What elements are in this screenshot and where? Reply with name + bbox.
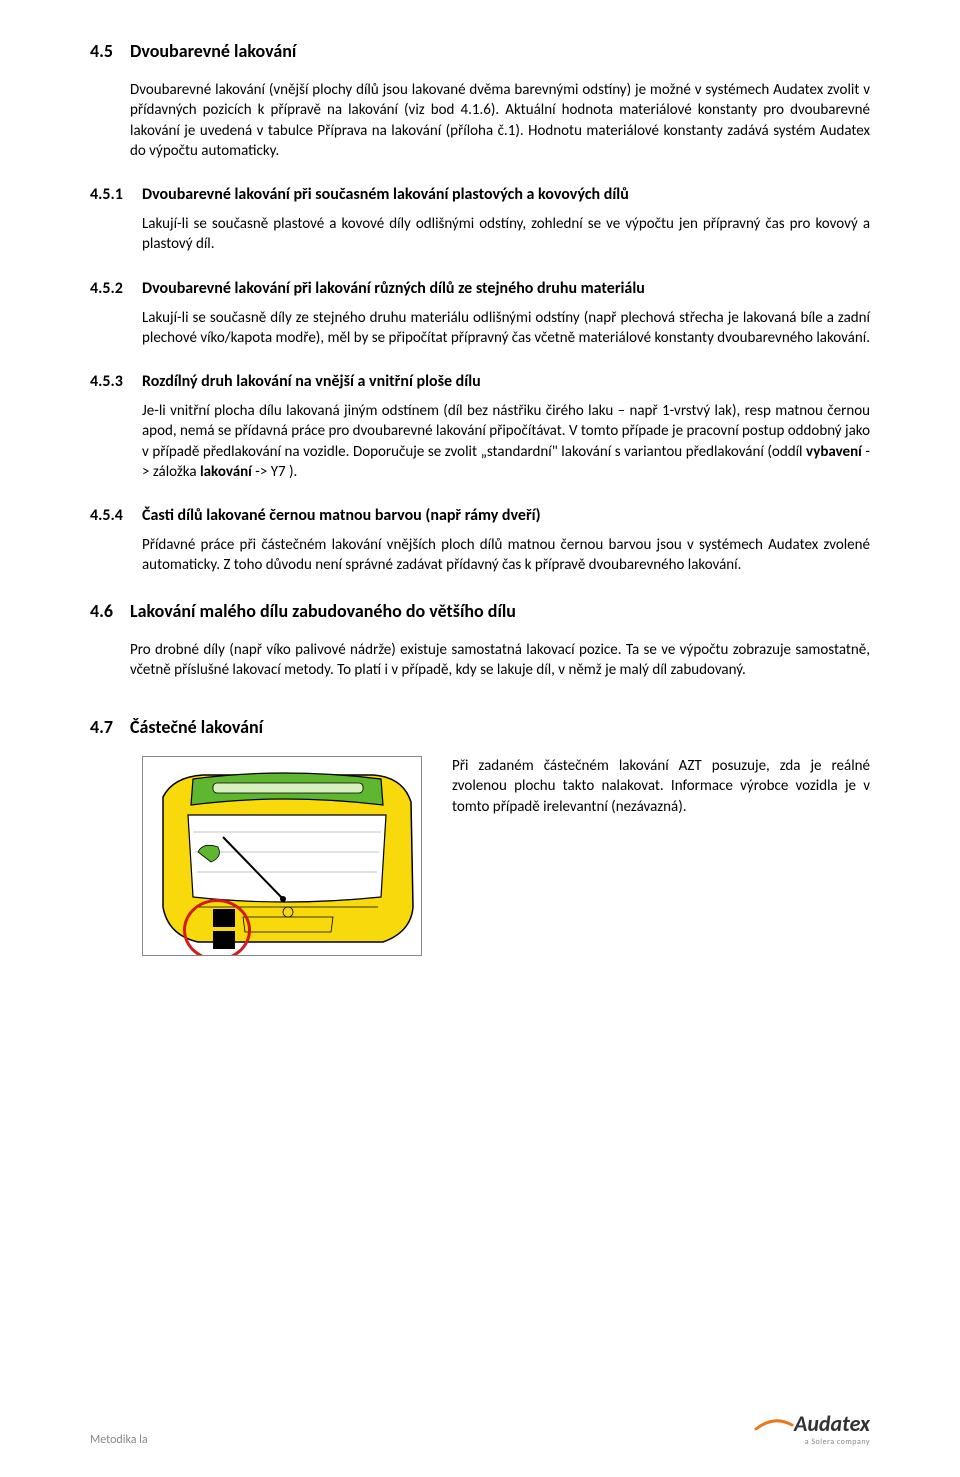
logo-tagline-text: a Solera company	[805, 1437, 870, 1447]
heading-number: 4.5.4	[90, 506, 142, 525]
heading-4-6: 4.6 Lakování malého dílu zabudovaného do…	[90, 600, 870, 622]
audatex-logo: Audatex a Solera company	[754, 1410, 870, 1447]
heading-number: 4.5.1	[90, 185, 142, 204]
paragraph: Při zadaném částečném lakování AZT posuz…	[452, 756, 870, 956]
heading-number: 4.5	[90, 40, 130, 62]
partial-paint-figure	[142, 756, 422, 956]
heading-4-5-4: 4.5.4 Časti dílů lakované černou matnou …	[90, 506, 870, 525]
paragraph: Pro drobné díly (např víko palivové nádr…	[130, 640, 870, 681]
red-highlight-circle	[183, 899, 251, 956]
text-bold: vybavení	[806, 443, 862, 461]
heading-4-7: 4.7 Částečné lakování	[90, 716, 870, 738]
section-4-7-row: Při zadaném částečném lakování AZT posuz…	[142, 756, 870, 956]
heading-4-5-1: 4.5.1 Dvoubarevné lakování při současném…	[90, 185, 870, 204]
footer-left-text: Metodika la	[90, 1433, 148, 1447]
text-bold: lakování	[200, 463, 252, 481]
paragraph: Přídavné práce při částečném lakování vn…	[142, 535, 870, 576]
heading-number: 4.7	[90, 716, 130, 738]
heading-title: Časti dílů lakované černou matnou barvou…	[142, 506, 541, 525]
heading-title: Dvoubarevné lakování při lakování různýc…	[142, 279, 645, 298]
heading-title: Dvoubarevné lakování	[130, 40, 296, 62]
text-run: Je-li vnitřní plocha dílu lakovaná jiným…	[142, 402, 870, 461]
paragraph: Lakují-li se současně díly ze stejného d…	[142, 308, 870, 349]
heading-4-5-3: 4.5.3 Rozdílný druh lakování na vnější a…	[90, 372, 870, 391]
heading-title: Rozdílný druh lakování na vnější a vnitř…	[142, 372, 481, 391]
paragraph: Je-li vnitřní plocha dílu lakovaná jiným…	[142, 401, 870, 482]
logo-row: Audatex	[754, 1410, 870, 1437]
heading-title: Lakování malého dílu zabudovaného do vět…	[130, 600, 516, 622]
heading-number: 4.5.3	[90, 372, 142, 391]
heading-4-5-2: 4.5.2 Dvoubarevné lakování při lakování …	[90, 279, 870, 298]
heading-4-5: 4.5 Dvoubarevné lakování	[90, 40, 870, 62]
text-run: -> Y7 ).	[252, 463, 297, 481]
page-footer: Metodika la Audatex a Solera company	[0, 1410, 960, 1447]
logo-text: Audatex	[794, 1410, 870, 1437]
paragraph: Lakují-li se současně plastové a kovové …	[142, 214, 870, 255]
paragraph: Dvoubarevné lakování (vnější plochy dílů…	[130, 80, 870, 161]
heading-title: Částečné lakování	[130, 716, 263, 738]
logo-tagline: a Solera company	[754, 1437, 870, 1447]
heading-number: 4.6	[90, 600, 130, 622]
heading-title: Dvoubarevné lakování při současném lakov…	[142, 185, 629, 204]
heading-number: 4.5.2	[90, 279, 142, 298]
swoosh-icon	[754, 1419, 794, 1431]
